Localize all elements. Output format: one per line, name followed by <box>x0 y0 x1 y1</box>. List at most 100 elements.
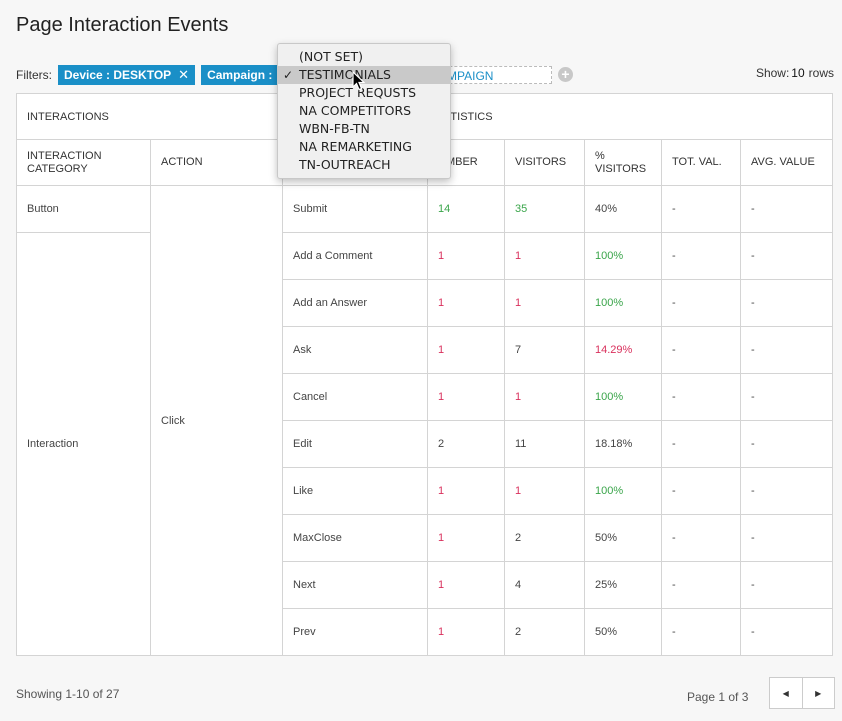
avg-value-cell: - <box>740 561 833 609</box>
pct-visitors-cell: 25% <box>584 561 662 609</box>
caret-right-icon[interactable]: ▶ <box>815 688 822 698</box>
number-cell: 1 <box>427 467 505 515</box>
visitors-cell: 1 <box>504 279 585 327</box>
pct-visitors-cell: 18.18% <box>584 420 662 468</box>
visitors-cell: 2 <box>504 608 585 656</box>
avg-value-cell: - <box>740 232 833 280</box>
action-cell: Click <box>150 185 283 656</box>
visitors-cell: 7 <box>504 326 585 374</box>
col-header-pct-visitors[interactable]: % VISITORS <box>584 139 662 186</box>
label-cell: Next <box>282 561 428 609</box>
col-header-visitors[interactable]: VISITORS <box>504 139 585 186</box>
tot-val-cell: - <box>661 373 741 421</box>
plus-circle-icon[interactable]: + <box>558 67 573 82</box>
dropdown-option[interactable]: TN-OUTREACH <box>278 156 450 174</box>
avg-value-cell: - <box>740 514 833 562</box>
number-cell: 1 <box>427 514 505 562</box>
dropdown-option-label: NA REMARKETING <box>299 139 412 154</box>
number-cell: 1 <box>427 608 505 656</box>
close-icon[interactable]: ✕ <box>178 67 190 82</box>
table-row: Next 1 4 25% - - <box>17 561 833 609</box>
avg-value-cell: - <box>740 373 833 421</box>
pct-visitors-cell: 14.29% <box>584 326 662 374</box>
tot-val-cell: - <box>661 420 741 468</box>
visitors-cell: 1 <box>504 373 585 421</box>
dropdown-option-label: NA COMPETITORS <box>299 103 412 118</box>
visitors-cell: 4 <box>504 561 585 609</box>
campaign-dropdown: (NOT SET) ✓ TESTIMONIALS PROJECT REQUSTS NA … <box>277 43 451 179</box>
number-cell: 14 <box>427 185 505 233</box>
category-cell: Interaction <box>16 232 151 656</box>
visitors-cell: 35 <box>504 185 585 233</box>
label-cell: Edit <box>282 420 428 468</box>
dropdown-option[interactable]: ✓ TESTIMONIALS <box>278 66 450 84</box>
interactions-table: INTERACTIONS TATISTICS INTERACTION CATEG… <box>16 93 833 656</box>
avg-value-cell: - <box>740 467 833 515</box>
visitors-cell: 11 <box>504 420 585 468</box>
dropdown-option[interactable]: NA REMARKETING <box>278 138 450 156</box>
label-cell: Like <box>282 467 428 515</box>
filter-chip-campaign[interactable]: Campaign : <box>201 65 279 85</box>
table-row: Interaction Add a Comment 1 1 100% - - <box>16 232 833 656</box>
rows-per-page-select[interactable]: 10 <box>791 66 805 80</box>
table-row: Button Click Submit 14 35 40% - - <box>16 185 833 656</box>
category-cell: Button <box>16 185 151 233</box>
dropdown-option-label: (NOT SET) <box>299 49 364 64</box>
table-body: Button Click Submit 14 35 40% - - Interaction Add… <box>16 185 833 656</box>
avg-value-cell: - <box>740 326 833 374</box>
table-row: Like 1 1 100% - - <box>17 467 833 515</box>
avg-value-cell: - <box>740 420 833 468</box>
avg-value-cell: - <box>740 185 833 233</box>
showing-count: Showing 1-10 of 27 <box>16 687 120 701</box>
filter-chip-campaign-label: Campaign : <box>207 68 273 82</box>
label-cell: Add an Answer <box>282 279 428 327</box>
label-cell: Add a Comment <box>282 232 428 280</box>
table-row: Add an Answer 1 1 100% - - <box>17 279 833 327</box>
tot-val-cell: - <box>661 326 741 374</box>
avg-value-cell: - <box>740 279 833 327</box>
page-title: Page Interaction Events <box>16 14 229 36</box>
number-cell: 1 <box>427 279 505 327</box>
tot-val-cell: - <box>661 561 741 609</box>
label-cell: Ask <box>282 326 428 374</box>
table-row: MaxClose 1 2 50% - - <box>17 514 833 562</box>
number-cell: 1 <box>427 326 505 374</box>
pct-visitors-cell: 100% <box>584 279 662 327</box>
visitors-cell: 1 <box>504 467 585 515</box>
dropdown-option[interactable]: PROJECT REQUSTS <box>278 84 450 102</box>
dropdown-option[interactable]: WBN-FB-TN <box>278 120 450 138</box>
tot-val-cell: - <box>661 467 741 515</box>
label-cell: Cancel <box>282 373 428 421</box>
col-header-category[interactable]: INTERACTION CATEGORY <box>16 139 151 186</box>
number-cell: 2 <box>427 420 505 468</box>
visitors-cell: 1 <box>504 232 585 280</box>
table-row: Prev 1 2 50% - - <box>17 608 833 656</box>
tot-val-cell: - <box>661 608 741 656</box>
visitors-cell: 2 <box>504 514 585 562</box>
pct-visitors-cell: 50% <box>584 514 662 562</box>
pct-visitors-cell: 50% <box>584 608 662 656</box>
filter-chip-device[interactable]: Device : DESKTOP ✕ <box>58 65 196 85</box>
filters-bar: Filters: Device : DESKTOP ✕ Campaign : <box>16 65 279 85</box>
caret-left-icon[interactable]: ◀ <box>770 678 803 708</box>
dropdown-option[interactable]: NA COMPETITORS <box>278 102 450 120</box>
tot-val-cell: - <box>661 514 741 562</box>
label-cell: MaxClose <box>282 514 428 562</box>
group-header-statistics: TATISTICS <box>427 93 833 140</box>
pct-visitors-cell: 100% <box>584 467 662 515</box>
col-header-avg-value[interactable]: AVG. VALUE <box>740 139 833 186</box>
tot-val-cell: - <box>661 279 741 327</box>
rows-label: rows <box>808 66 834 80</box>
label-cell: Submit <box>282 185 428 233</box>
tot-val-cell: - <box>661 185 741 233</box>
table-row: Edit 2 11 18.18% - - <box>17 420 833 468</box>
dropdown-option[interactable]: (NOT SET) <box>278 48 450 66</box>
col-header-action[interactable]: ACTION <box>150 139 283 186</box>
number-cell: 1 <box>427 561 505 609</box>
page-indicator: Page 1 of 3 <box>687 690 749 704</box>
table-row: Ask 1 7 14.29% - - <box>17 326 833 374</box>
number-cell: 1 <box>427 232 505 280</box>
col-header-tot-val[interactable]: TOT. VAL. <box>661 139 741 186</box>
label-cell: Prev <box>282 608 428 656</box>
pct-visitors-cell: 40% <box>584 185 662 233</box>
